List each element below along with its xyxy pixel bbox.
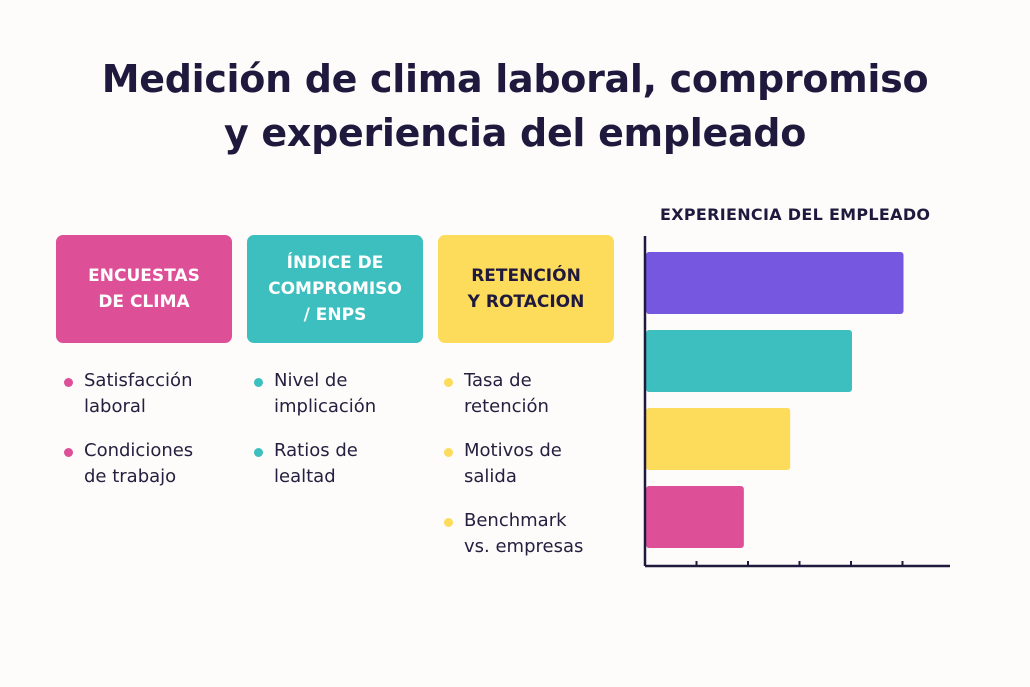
chart-bar [646,408,791,470]
bullet-dot-icon [444,378,453,387]
list-item: Satisfacción laboral [62,368,232,420]
bullet-dot-icon [64,378,73,387]
card-indice-de-compromiso: ÍNDICE DE COMPROMISO / ENPS [247,235,423,343]
list-item: Motivos de salida [442,438,612,490]
chart-bar [646,330,852,392]
card-heading: ÍNDICE DE COMPROMISO / ENPS [268,253,402,325]
chart-title: EXPERIENCIA DEL EMPLEADO [660,205,931,224]
list-item: Benchmark vs. empresas [442,508,612,560]
list-item: Nivel de implicación [252,368,422,420]
bullet-dot-icon [254,448,263,457]
list-item-label: Condiciones de trabajo [84,440,194,487]
title-line-1: Medición de clima laboral, compromiso [101,57,929,101]
bullet-dot-icon [64,448,73,457]
list-encuestas-de-clima: Satisfacción laboral Condiciones de trab… [62,368,232,508]
list-item-label: Benchmark vs. empresas [464,510,584,557]
title-line-2: y experiencia del empleado [223,111,807,155]
bullet-dot-icon [444,448,453,457]
list-item-label: Nivel de implicación [274,370,377,417]
chart-bar [646,486,744,548]
bullet-dot-icon [444,518,453,527]
list-retencion-y-rotacion: Tasa de retención Motivos de salida Benc… [442,368,612,578]
card-heading: ENCUESTAS DE CLIMA [88,266,200,312]
list-item: Tasa de retención [442,368,612,420]
list-item-label: Satisfacción laboral [84,370,193,417]
card-retencion-y-rotacion: RETENCIÓN Y ROTACION [438,235,614,343]
list-item: Ratios de lealtad [252,438,422,490]
page-title: Medición de clima laboral, compromiso y … [0,52,1030,160]
chart-bar [646,252,904,314]
card-encuestas-de-clima: ENCUESTAS DE CLIMA [56,235,232,343]
bullet-dot-icon [254,378,263,387]
experience-bar-chart [643,236,950,568]
list-item-label: Motivos de salida [464,440,562,487]
list-item: Condiciones de trabajo [62,438,232,490]
card-heading: RETENCIÓN Y ROTACION [467,266,585,312]
list-item-label: Ratios de lealtad [274,440,358,487]
list-item-label: Tasa de retención [464,370,549,417]
list-indice-de-compromiso: Nivel de implicación Ratios de lealtad [252,368,422,508]
